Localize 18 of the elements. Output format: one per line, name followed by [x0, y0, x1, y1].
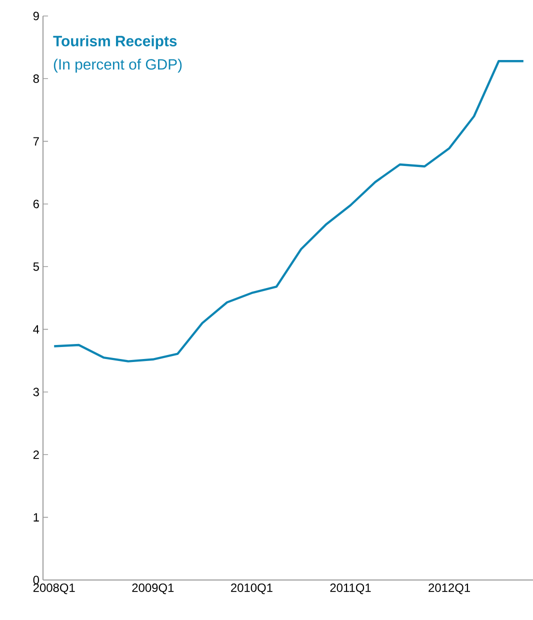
y-tick-label: 0: [33, 576, 40, 584]
text: (In percent of GDP): [54, 58, 182, 73]
x-tick-label: 2009Q1: [132, 584, 174, 594]
y-tick-label: 4: [33, 325, 40, 334]
y-tick-label: 2: [33, 450, 39, 459]
text: Tourism Receipts: [53, 35, 177, 50]
x-tick-label: 2010Q1: [231, 584, 272, 594]
y-tick-label: 7: [33, 137, 39, 146]
x-tick-label: 2011Q1: [330, 584, 371, 594]
x-tick-label: 2008Q1: [33, 584, 75, 594]
y-tick-label: 3: [33, 388, 39, 396]
line-series: [53, 60, 525, 362]
y-tick-label: 6: [33, 200, 39, 208]
y-tick-label: 5: [33, 262, 39, 271]
y-tick-label: 8: [33, 74, 39, 83]
x-tick-label: 2012Q1: [428, 584, 470, 594]
y-tick-label: 1: [34, 513, 39, 522]
y-tick-label: 9: [33, 12, 39, 20]
